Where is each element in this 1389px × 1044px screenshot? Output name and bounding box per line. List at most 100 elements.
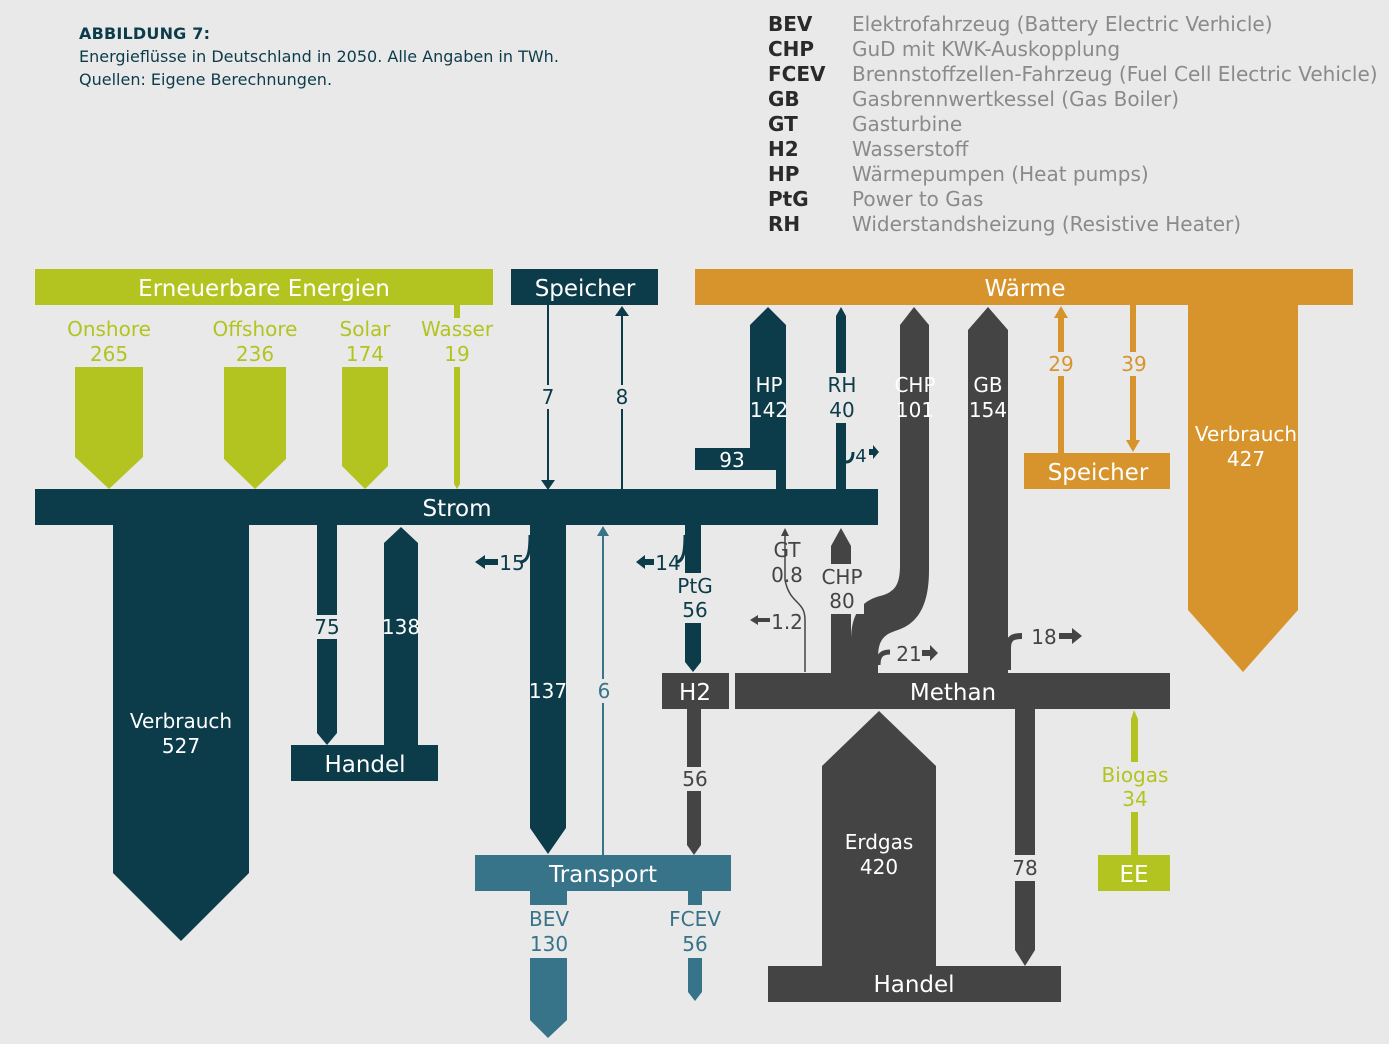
flow-speicher-in-value: 7: [542, 385, 555, 409]
flow-ptg-label: PtG: [677, 574, 712, 598]
flow-strom-verbrauch: [113, 525, 249, 941]
flow-strom-loss-value: 15: [499, 551, 524, 575]
flow-h2-transport-value: 56: [682, 767, 707, 791]
flow-strom-import-value: 138: [382, 615, 420, 639]
node-erneuerbare: [35, 269, 493, 305]
node-methan-label: Methan: [910, 680, 996, 706]
flow-gt: [784, 536, 806, 672]
legend-row-h2: H2 Wasserstoff: [768, 137, 969, 161]
flow-erdgas-label: Erdgas: [845, 830, 914, 854]
node-handel-strom-label: Handel: [324, 752, 405, 778]
flow-strom-import: [384, 527, 418, 745]
flow-onshore: [75, 367, 143, 489]
source-offshore-value: 236: [236, 342, 274, 366]
source-wasser-value: 19: [444, 342, 469, 366]
source-onshore-value: 265: [90, 342, 128, 366]
legend-row-hp: HP Wärmepumpen (Heat pumps): [768, 162, 1149, 186]
flow-39-value: 39: [1121, 352, 1146, 376]
flow-chp-heat-label: CHP: [894, 373, 935, 397]
strom-verbrauch-value: 527: [162, 734, 200, 758]
flow-solar: [342, 367, 388, 489]
node-speicher-waerme-label: Speicher: [1048, 460, 1149, 486]
flow-chp-heat-value: 101: [896, 398, 934, 422]
figure-header: ABBILDUNG 7: Energieflüsse in Deutschlan…: [79, 22, 559, 91]
node-waerme-label: Wärme: [985, 276, 1066, 302]
flow-transport-back-value: 6: [598, 679, 611, 703]
figure-title: ABBILDUNG 7:: [79, 24, 211, 43]
node-h2-label: H2: [679, 680, 711, 706]
node-transport: [475, 855, 731, 891]
flow-bev-value: 130: [530, 932, 568, 956]
flow-bev-label: BEV: [529, 907, 569, 931]
flow-hp-label: HP: [755, 373, 782, 397]
source-wasser-label: Wasser: [421, 317, 494, 341]
flow-gas-handel: [1015, 709, 1035, 966]
flow-offshore: [224, 367, 286, 489]
gt-arrow-icon: [781, 528, 789, 536]
flow-gt-loss-value: 1.2: [771, 610, 803, 634]
flow-gas-handel-value: 78: [1012, 856, 1037, 880]
node-transport-label: Transport: [548, 862, 657, 888]
node-h2: [662, 673, 729, 709]
flow-biogas-label: Biogas: [1102, 763, 1169, 787]
source-offshore-label: Offshore: [213, 317, 298, 341]
figure-caption: Energieflüsse in Deutschland in 2050. Al…: [79, 47, 559, 66]
flow-strom-transport: [530, 525, 566, 854]
gt-loss-arrow-icon: [750, 615, 770, 625]
flow-ptg-value: 56: [682, 598, 707, 622]
flow-erdgas: [822, 711, 936, 966]
ptg-loss-arrow-icon: [636, 555, 654, 569]
node-ee-label: EE: [1119, 862, 1148, 888]
legend-row-gb: GB Gasbrennwertkessel (Gas Boiler): [768, 87, 1180, 111]
flow-chp-power-label: CHP: [821, 565, 862, 589]
flow-rh-value: 40: [829, 398, 854, 422]
flow-fcev: [688, 958, 702, 1001]
flow-fcev-label: FCEV: [669, 907, 721, 931]
flow-29-value: 29: [1048, 352, 1073, 376]
flow-chp-power-value: 80: [829, 589, 854, 613]
flow-rh-loss-value: 4: [855, 446, 866, 467]
flow-hp-strom-value: 93: [719, 448, 744, 472]
waerme-verbrauch-value: 427: [1227, 447, 1265, 471]
legend-row-fcev: FCEV Brennstoffzellen-Fahrzeug (Fuel Cell…: [768, 62, 1378, 86]
flow-hp: [695, 307, 786, 489]
flow-wasser: [454, 367, 460, 489]
legend-row-ptg: PtG Power to Gas: [768, 187, 984, 211]
chp-loss-arrow-icon: [922, 645, 938, 661]
strom-verbrauch-label: Verbrauch: [130, 709, 232, 733]
flow-strom-export-value: 75: [314, 615, 339, 639]
legend-row-bev: BEV Elektrofahrzeug (Battery Electric Ver…: [768, 12, 1273, 36]
legend-row-rh: RH Widerstandsheizung (Resistive Heater): [768, 212, 1242, 236]
flow-chp-loss-value: 21: [896, 642, 921, 666]
flow-biogas-value: 34: [1122, 787, 1147, 811]
flow-speicher-waerme-39: [1126, 305, 1140, 452]
strom-loss-arrow-icon: [475, 555, 498, 569]
node-speicher-strom-label: Speicher: [535, 276, 636, 302]
flow-strom-transport-value: 137: [529, 679, 567, 703]
node-speicher-strom: [511, 269, 658, 305]
node-handel-strom: [291, 745, 438, 781]
flow-ptg-loss-value: 14: [655, 551, 680, 575]
flow-gt-value: 0.8: [771, 563, 803, 587]
abbreviation-legend: BEV Elektrofahrzeug (Battery Electric Ver…: [768, 12, 1378, 237]
source-solar-value: 174: [346, 342, 384, 366]
flow-waerme-speicher-29: [1054, 306, 1068, 453]
figure-source: Quellen: Eigene Berechnungen.: [79, 70, 333, 89]
rh-loss-arrow-icon: [869, 445, 879, 459]
node-strom: [35, 489, 878, 525]
flow-gt-label: GT: [773, 538, 801, 562]
node-handel-gas-label: Handel: [873, 972, 954, 998]
flow-gb-loss-value: 18: [1031, 625, 1056, 649]
node-strom-label: Strom: [422, 496, 491, 522]
legend-row-gt: GT Gasturbine: [768, 112, 963, 136]
flow-waerme-verbrauch: [1188, 305, 1298, 672]
flow-hp-value: 142: [750, 398, 788, 422]
flow-gb-label: GB: [973, 373, 1002, 397]
node-methan: [735, 673, 1170, 709]
legend-row-chp: CHP GuD mit KWK-Auskopplung: [768, 37, 1121, 61]
flow-bev: [530, 958, 567, 1038]
source-solar-label: Solar: [340, 317, 392, 341]
flow-fcev-value: 56: [682, 932, 707, 956]
waerme-verbrauch-label: Verbrauch: [1195, 422, 1297, 446]
